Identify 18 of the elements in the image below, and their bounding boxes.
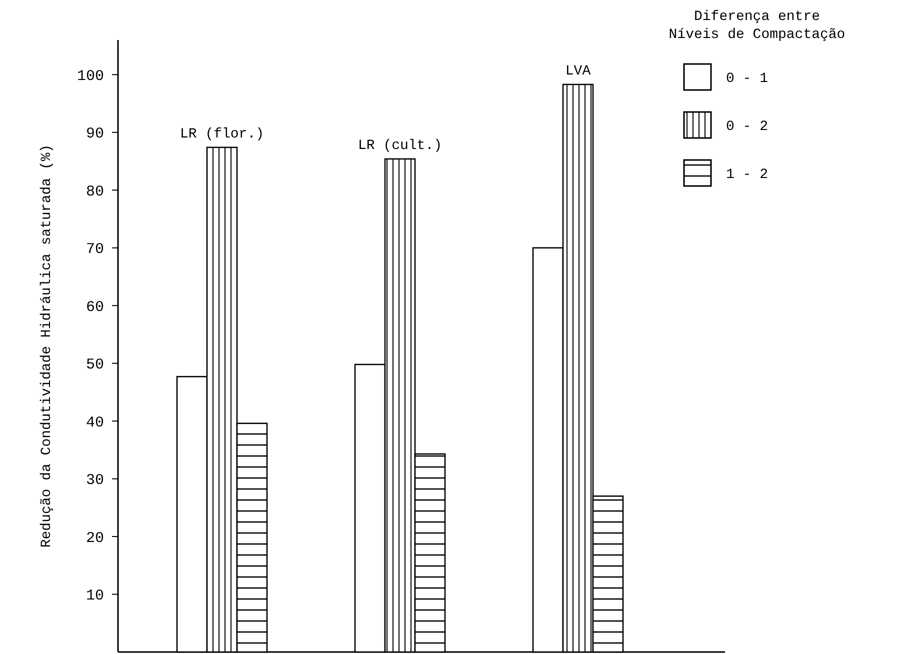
y-tick-label: 60: [86, 298, 104, 316]
y-tick-label: 90: [86, 126, 104, 143]
y-tick-label: 40: [86, 414, 104, 432]
y-tick-label: 50: [86, 356, 104, 374]
y-tick-label: 100: [76, 68, 104, 85]
legend-title: Diferença entre Níveis de Compactação: [668, 9, 846, 43]
legend-label: 1 - 2: [726, 166, 768, 183]
x-tick-label: LR (cult.): [358, 138, 442, 154]
y-tick-label: 10: [86, 588, 104, 605]
y-tick-label: 80: [86, 183, 104, 200]
y-axis-title: Redução da Condutividade Hidráulica saturada (%): [39, 144, 55, 548]
x-tick-label: LVA: [565, 63, 592, 80]
y-tick-label: 20: [86, 530, 104, 547]
y-tick-label: 70: [86, 241, 104, 258]
legend-label: 0 - 1: [726, 70, 768, 87]
y-tick-label: 30: [86, 472, 104, 490]
legend-label: 0 - 2: [726, 118, 768, 135]
x-tick-label: LR (flor.): [180, 126, 264, 142]
